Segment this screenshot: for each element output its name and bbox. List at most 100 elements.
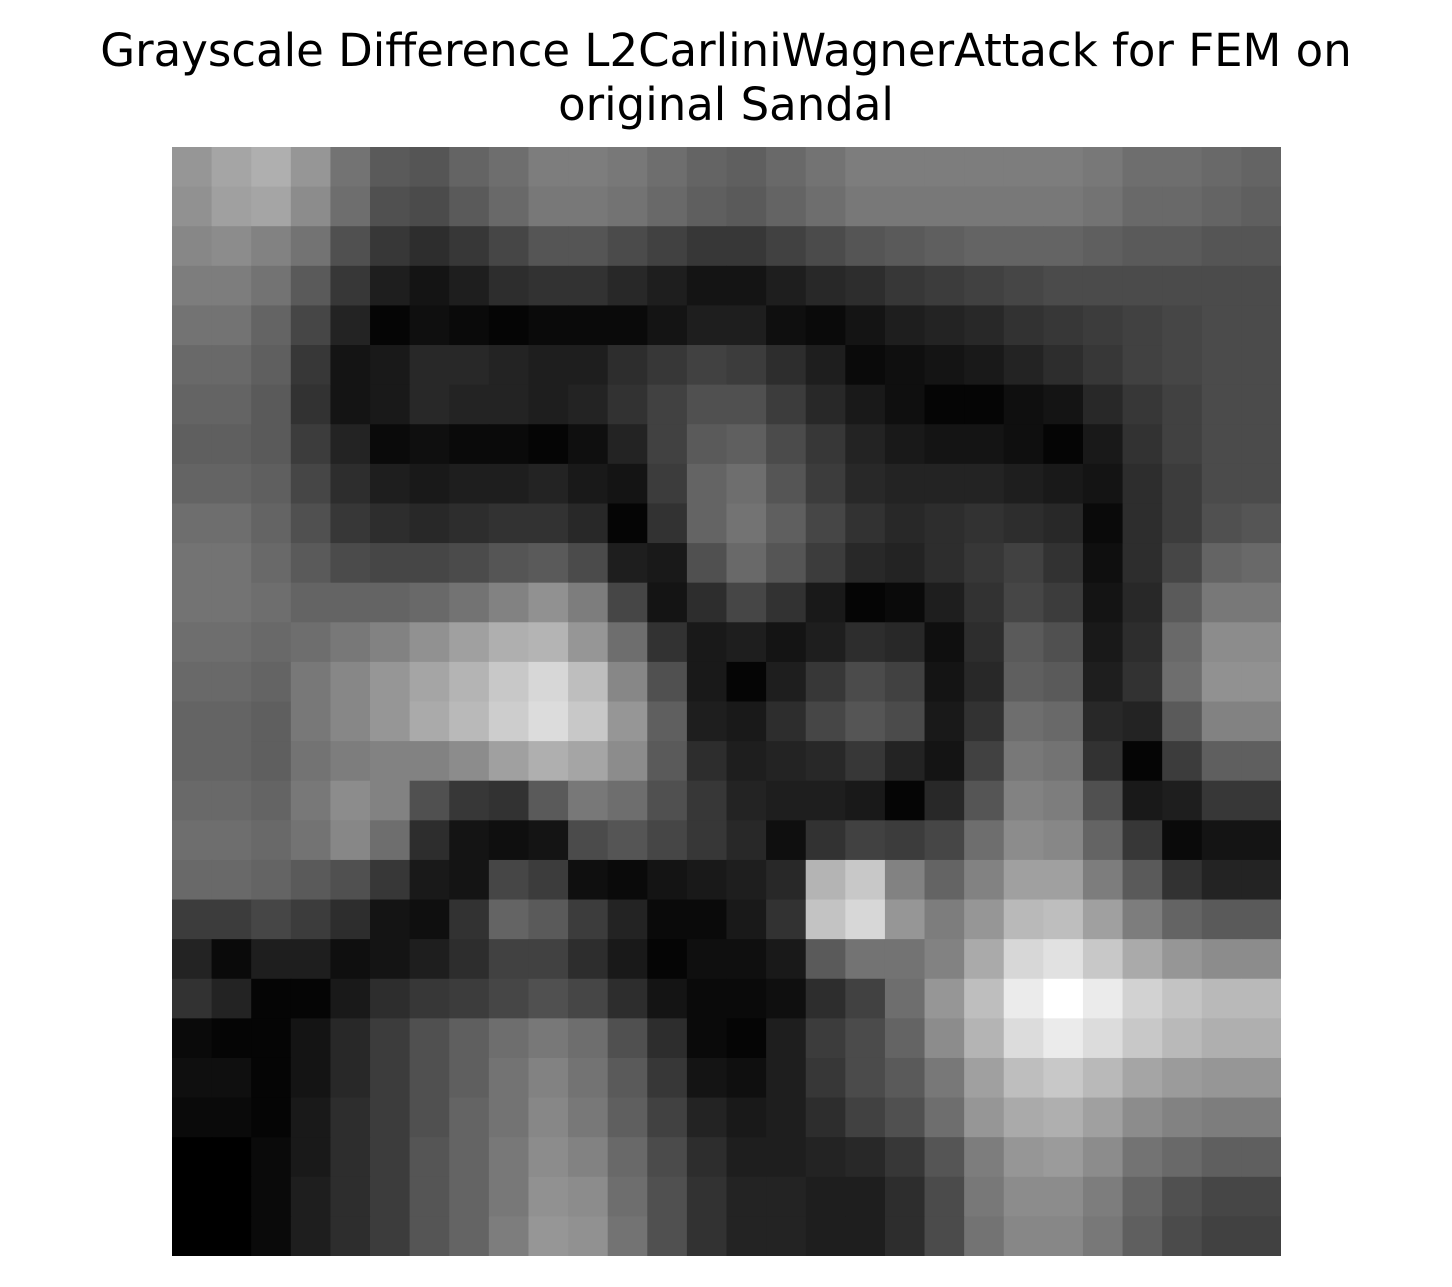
heatmap-cell-r15-c14 (726, 741, 767, 782)
heatmap-cell-r23-c15 (766, 1057, 807, 1099)
heatmap-cell-r23-c18 (884, 1057, 926, 1099)
heatmap-cell-r9-c23 (1082, 503, 1124, 544)
heatmap-cell-r25-c21 (1003, 1137, 1044, 1178)
heatmap-cell-r18-c8 (488, 859, 530, 901)
heatmap-cell-r23-c22 (1043, 1057, 1084, 1099)
heatmap-cell-r5-c16 (805, 345, 846, 386)
heatmap-cell-r3-c5 (370, 265, 411, 307)
heatmap-cell-r9-c7 (449, 503, 490, 544)
heatmap-cell-r6-c25 (1162, 384, 1203, 425)
heatmap-cell-r15-c26 (1201, 741, 1242, 782)
heatmap-cell-r18-c13 (686, 859, 728, 901)
heatmap-cell-r6-c18 (884, 384, 926, 425)
heatmap-cell-r10-c5 (370, 543, 411, 584)
heatmap-cell-r21-c13 (686, 978, 728, 1019)
heatmap-cell-r12-c11 (607, 622, 648, 663)
heatmap-cell-r25-c20 (964, 1137, 1005, 1178)
heatmap-cell-r3-c25 (1162, 265, 1203, 307)
heatmap-cell-r23-c0 (172, 1057, 213, 1099)
heatmap-cell-r6-c4 (330, 384, 371, 425)
heatmap-cell-r17-c11 (607, 820, 648, 861)
heatmap-cell-r18-c21 (1003, 859, 1044, 901)
heatmap-cell-r24-c27 (1241, 1097, 1281, 1138)
heatmap-cell-r8-c23 (1082, 463, 1124, 505)
heatmap-cell-r19-c24 (1122, 899, 1163, 940)
heatmap-cell-r2-c10 (568, 226, 609, 267)
heatmap-cell-r9-c6 (409, 503, 450, 544)
heatmap-cell-r8-c25 (1162, 463, 1203, 505)
heatmap-cell-r13-c10 (568, 661, 609, 703)
heatmap-cell-r20-c19 (924, 939, 965, 980)
heatmap-cell-r15-c19 (924, 741, 965, 782)
heatmap-cell-r17-c15 (766, 820, 807, 861)
heatmap-cell-r26-c7 (449, 1176, 490, 1217)
heatmap-cell-r23-c13 (686, 1057, 728, 1099)
heatmap-cell-r16-c27 (1241, 780, 1281, 821)
heatmap-cell-r21-c23 (1082, 978, 1124, 1019)
heatmap-cell-r18-c5 (370, 859, 411, 901)
heatmap-cell-r15-c20 (964, 741, 1005, 782)
heatmap-cell-r25-c19 (924, 1137, 965, 1178)
heatmap-cell-r25-c23 (1082, 1137, 1124, 1178)
heatmap-cell-r19-c16 (805, 899, 846, 940)
heatmap-cell-r8-c19 (924, 463, 965, 505)
heatmap-cell-r8-c6 (409, 463, 450, 505)
heatmap-cell-r6-c27 (1241, 384, 1281, 425)
heatmap-cell-r14-c20 (964, 701, 1005, 742)
heatmap-cell-r18-c15 (766, 859, 807, 901)
heatmap-cell-r8-c24 (1122, 463, 1163, 505)
heatmap-cell-r13-c12 (647, 661, 688, 703)
heatmap-cell-r16-c20 (964, 780, 1005, 821)
heatmap-cell-r20-c0 (172, 939, 213, 980)
heatmap-cell-r24-c23 (1082, 1097, 1124, 1138)
heatmap-cell-r4-c4 (330, 305, 371, 346)
heatmap-cell-r1-c26 (1201, 186, 1242, 227)
heatmap-cell-r10-c16 (805, 543, 846, 584)
heatmap-cell-r16-c24 (1122, 780, 1163, 821)
heatmap-cell-r5-c17 (845, 345, 886, 386)
heatmap-cell-r12-c23 (1082, 622, 1124, 663)
heatmap-cell-r9-c26 (1201, 503, 1242, 544)
heatmap-cell-r17-c16 (805, 820, 846, 861)
heatmap-cell-r15-c0 (172, 741, 213, 782)
heatmap-cell-r2-c20 (964, 226, 1005, 267)
heatmap-cell-r7-c18 (884, 424, 926, 465)
heatmap-cell-r26-c16 (805, 1176, 846, 1217)
heatmap-cell-r2-c9 (528, 226, 569, 267)
heatmap-cell-r20-c9 (528, 939, 569, 980)
heatmap-cell-r27-c1 (211, 1216, 252, 1256)
heatmap-cell-r2-c7 (449, 226, 490, 267)
heatmap-cell-r1-c16 (805, 186, 846, 227)
heatmap-cell-r14-c2 (251, 701, 292, 742)
heatmap-cell-r18-c7 (449, 859, 490, 901)
heatmap-cell-r27-c25 (1162, 1216, 1203, 1256)
heatmap-cell-r5-c7 (449, 345, 490, 386)
heatmap-cell-r14-c15 (766, 701, 807, 742)
heatmap-cell-r12-c12 (647, 622, 688, 663)
heatmap-cell-r26-c22 (1043, 1176, 1084, 1217)
heatmap-cell-r2-c25 (1162, 226, 1203, 267)
heatmap-cell-r15-c1 (211, 741, 252, 782)
heatmap-cell-r19-c9 (528, 899, 569, 940)
heatmap-cell-r12-c19 (924, 622, 965, 663)
heatmap-cell-r15-c24 (1122, 741, 1163, 782)
heatmap-cell-r12-c18 (884, 622, 926, 663)
heatmap-cell-r23-c3 (290, 1057, 332, 1099)
heatmap-cell-r12-c7 (449, 622, 490, 663)
heatmap-cell-r24-c0 (172, 1097, 213, 1138)
heatmap-cell-r21-c12 (647, 978, 688, 1019)
heatmap-cell-r6-c15 (766, 384, 807, 425)
heatmap-cell-r10-c8 (488, 543, 530, 584)
heatmap-cell-r11-c0 (172, 582, 213, 623)
heatmap-cell-r14-c7 (449, 701, 490, 742)
heatmap-cell-r7-c14 (726, 424, 767, 465)
heatmap-cell-r23-c1 (211, 1057, 252, 1099)
heatmap-cell-r21-c15 (766, 978, 807, 1019)
heatmap-cell-r16-c6 (409, 780, 450, 821)
heatmap-cell-r13-c26 (1201, 661, 1242, 703)
heatmap-cell-r6-c0 (172, 384, 213, 425)
heatmap-cell-r1-c6 (409, 186, 450, 227)
heatmap-cell-r10-c14 (726, 543, 767, 584)
heatmap-cell-r1-c15 (766, 186, 807, 227)
heatmap-cell-r12-c0 (172, 622, 213, 663)
